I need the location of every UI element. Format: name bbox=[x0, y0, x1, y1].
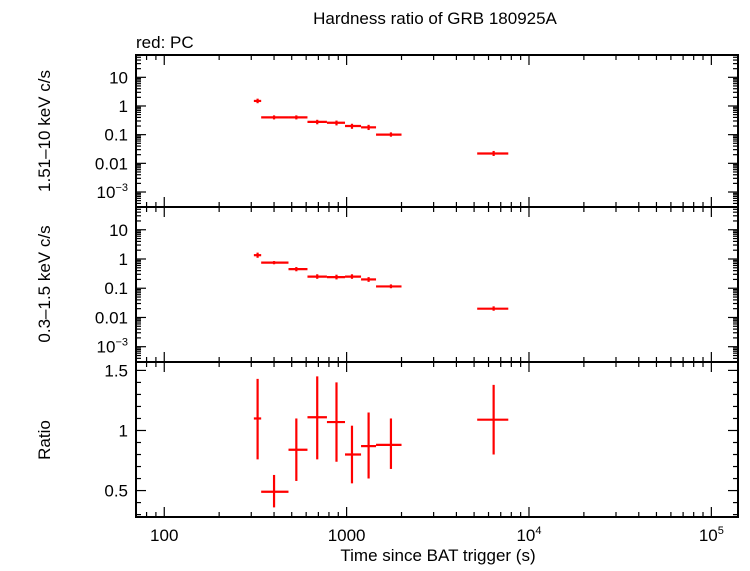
data-point bbox=[288, 418, 308, 481]
y-tick-label: 0.1 bbox=[104, 126, 128, 145]
data-point bbox=[288, 267, 308, 272]
data-point bbox=[376, 132, 402, 137]
data-point bbox=[253, 98, 262, 104]
y-tick-label: 0.01 bbox=[95, 154, 128, 173]
panel-soft: 10 1 0.1 0.01 10−3 0.3–1.5 keV c/s bbox=[35, 206, 739, 363]
data-point bbox=[307, 274, 327, 279]
data-point bbox=[345, 274, 362, 279]
chart-subtitle: red: PC bbox=[136, 33, 194, 52]
data-point bbox=[361, 124, 377, 131]
y-axis-label: 0.3–1.5 keV c/s bbox=[35, 225, 54, 342]
data-point bbox=[345, 123, 362, 129]
chart-title: Hardness ratio of GRB 180925A bbox=[313, 9, 557, 28]
data-series bbox=[253, 98, 509, 157]
data-series bbox=[253, 252, 509, 311]
y-tick-label: 1 bbox=[119, 250, 128, 269]
data-point bbox=[326, 382, 346, 462]
data-point bbox=[345, 425, 362, 484]
x-tick-label: 100 bbox=[150, 526, 178, 545]
data-point bbox=[326, 120, 346, 126]
y-tick-label: 10 bbox=[109, 68, 128, 87]
y-tick-label: 1.5 bbox=[104, 361, 128, 380]
data-point bbox=[307, 376, 327, 460]
data-point bbox=[261, 115, 289, 120]
data-point bbox=[261, 474, 289, 508]
data-point bbox=[376, 284, 402, 289]
y-tick-label: 1 bbox=[119, 421, 128, 440]
data-point bbox=[261, 261, 289, 265]
y-tick-label: 10−3 bbox=[97, 337, 128, 357]
y-tick-label: 0.01 bbox=[95, 308, 128, 327]
y-tick-label: 1 bbox=[119, 97, 128, 116]
y-tick-label: 0.1 bbox=[104, 279, 128, 298]
data-point bbox=[361, 412, 377, 479]
y-tick-label: 10−3 bbox=[97, 182, 128, 202]
data-point bbox=[376, 418, 402, 469]
y-ticks bbox=[136, 54, 738, 208]
y-axis-label: 1.51–10 keV c/s bbox=[35, 70, 54, 192]
panel-hard: 10 1 0.1 0.01 10−3 1.51–10 keV c/s bbox=[35, 54, 739, 208]
data-point bbox=[361, 277, 377, 282]
data-point bbox=[477, 384, 509, 455]
y-tick-label: 0.5 bbox=[104, 482, 128, 501]
data-point bbox=[477, 150, 509, 157]
x-tick-label: 104 bbox=[516, 525, 541, 545]
data-point bbox=[253, 378, 262, 460]
x-ticks bbox=[135, 207, 712, 362]
y-tick-label: 10 bbox=[109, 221, 128, 240]
y-axis-label: Ratio bbox=[35, 420, 54, 460]
data-point bbox=[477, 306, 509, 311]
x-tick-label: 105 bbox=[699, 525, 724, 545]
x-ticks bbox=[135, 362, 712, 517]
data-series bbox=[253, 376, 509, 508]
x-tick-label: 1000 bbox=[328, 526, 366, 545]
y-ticks bbox=[136, 369, 738, 516]
x-axis-label: Time since BAT trigger (s) bbox=[340, 546, 535, 565]
data-point bbox=[288, 115, 308, 120]
panel-ratio: 1.5 1 0.5 100 1000 104 105 Ratio bbox=[35, 361, 739, 545]
y-ticks bbox=[136, 206, 738, 363]
panel-frame bbox=[135, 361, 739, 518]
data-point bbox=[326, 274, 346, 280]
data-point bbox=[253, 252, 262, 258]
data-point bbox=[307, 119, 327, 125]
